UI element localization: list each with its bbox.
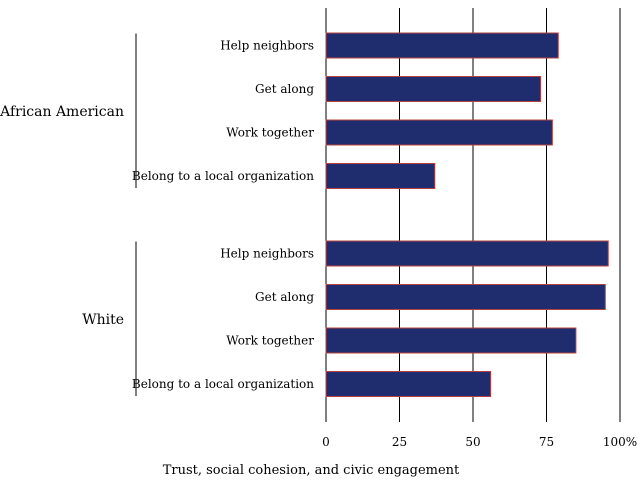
bar	[326, 372, 491, 397]
x-tick-label: 0	[322, 435, 330, 449]
group-label: White	[82, 312, 124, 328]
group-label: African American	[0, 104, 124, 120]
category-label: Get along	[255, 290, 314, 304]
bar	[326, 120, 552, 145]
bar	[326, 285, 605, 310]
category-label: Work together	[226, 126, 314, 140]
bar	[326, 33, 558, 58]
bar	[326, 77, 541, 102]
category-label: Help neighbors	[220, 247, 314, 261]
x-tick-label: 25	[392, 435, 407, 449]
group-labels: African American White	[0, 34, 136, 397]
x-axis-title: Trust, social cohesion, and civic engage…	[163, 463, 460, 478]
category-labels: Help neighbors Get along Work together Belo…	[132, 39, 314, 392]
bar	[326, 241, 608, 266]
category-label: Belong to a local organization	[132, 377, 314, 391]
category-label: Belong to a local organization	[132, 169, 314, 183]
grid-lines	[326, 8, 620, 422]
category-label: Get along	[255, 82, 314, 96]
x-tick-label: 75	[539, 435, 554, 449]
category-label: Help neighbors	[220, 39, 314, 53]
x-axis-ticks: 0 25 50 75 100%	[322, 435, 637, 449]
x-tick-label: 100%	[603, 435, 637, 449]
bars	[326, 33, 608, 397]
bar	[326, 328, 576, 353]
x-tick-label: 50	[465, 435, 480, 449]
bar	[326, 164, 435, 189]
category-label: Work together	[226, 334, 314, 348]
